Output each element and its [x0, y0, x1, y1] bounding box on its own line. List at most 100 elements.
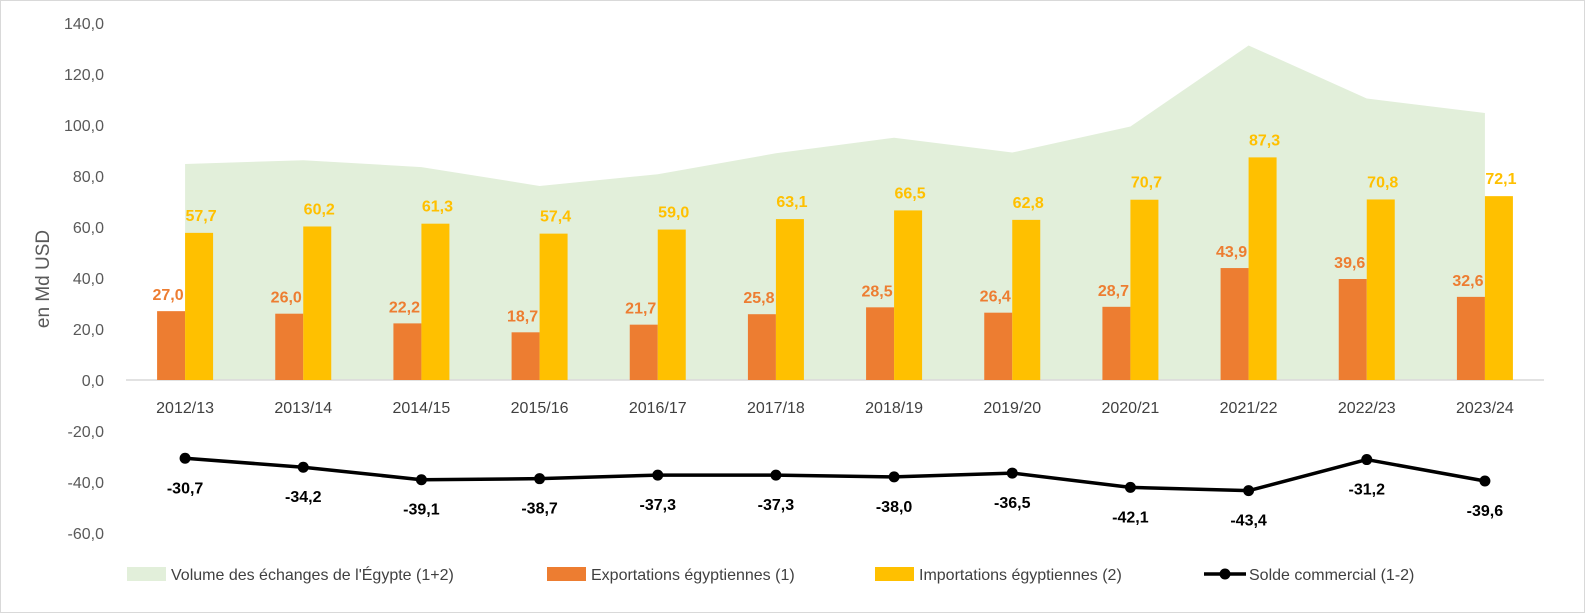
- import-value-label: 63,1: [776, 194, 807, 211]
- export-bar: [275, 313, 304, 380]
- balance-value-label: -38,0: [876, 499, 913, 516]
- import-value-label: 66,5: [895, 185, 926, 202]
- import-bar: [775, 219, 804, 380]
- export-bar: [1220, 268, 1249, 380]
- export-value-label: 25,8: [743, 290, 774, 307]
- axis-layer: 140,0 120,0 100,0 80,0 60,0 40,0 20,0 0,0 -20,0 -…: [64, 16, 1544, 543]
- y-tick-label: 60,0: [73, 220, 104, 237]
- balance-value-label: -37,3: [640, 497, 677, 514]
- export-bar: [511, 332, 540, 380]
- y-tick-label: 40,0: [73, 271, 104, 288]
- y-tick-label: 20,0: [73, 322, 104, 339]
- export-bar: [157, 311, 186, 380]
- import-value-label: 72,1: [1485, 171, 1516, 188]
- export-value-label: 43,9: [1216, 244, 1247, 261]
- legend-volume: Volume des échanges de l'Égypte (1+2): [127, 565, 454, 584]
- x-category-label: 2013/14: [274, 400, 332, 417]
- export-bar: [1456, 296, 1485, 380]
- legend-marker-swatch: [1219, 568, 1231, 580]
- legend: Volume des échanges de l'Égypte (1+2) Exp…: [127, 565, 1414, 584]
- import-bar: [1130, 199, 1159, 380]
- y-tick-label: 120,0: [64, 67, 104, 84]
- export-value-label: 18,7: [507, 308, 538, 325]
- balance-point: [1006, 467, 1018, 479]
- export-bar: [629, 324, 658, 380]
- balance-value-label: -30,7: [167, 480, 204, 497]
- y-tick-label: 100,0: [64, 118, 104, 135]
- import-value-label: 61,3: [422, 199, 453, 216]
- x-category-label: 2016/17: [629, 400, 687, 417]
- import-value-label: 57,7: [186, 208, 217, 225]
- legend-label: Exportations égyptiennes (1): [591, 567, 795, 584]
- balance-value-label: -34,2: [285, 489, 322, 506]
- balance-point: [770, 469, 782, 481]
- x-category-label: 2021/22: [1220, 400, 1278, 417]
- legend-swatch: [127, 567, 166, 581]
- balance-value-label: -31,2: [1349, 482, 1386, 499]
- import-value-label: 60,2: [304, 201, 335, 218]
- export-bar: [1102, 306, 1131, 380]
- balance-point: [1124, 481, 1136, 493]
- import-value-label: 70,7: [1131, 175, 1162, 192]
- balance-point: [652, 469, 664, 481]
- export-bar: [1338, 279, 1367, 380]
- y-tick-label: 140,0: [64, 16, 104, 33]
- export-value-label: 39,6: [1334, 255, 1365, 272]
- x-category-label: 2014/15: [392, 400, 450, 417]
- legend-label: Volume des échanges de l'Égypte (1+2): [171, 565, 454, 584]
- balance-point: [1361, 454, 1373, 466]
- x-category-label: 2019/20: [983, 400, 1041, 417]
- export-value-label: 22,2: [389, 299, 420, 316]
- y-axis-title: en Md USD: [33, 230, 54, 328]
- legend-exports: Exportations égyptiennes (1): [547, 567, 795, 584]
- import-bar: [1484, 196, 1513, 380]
- balance-point: [297, 461, 309, 473]
- y-tick-label: -20,0: [68, 424, 105, 441]
- export-value-label: 28,7: [1098, 283, 1129, 300]
- y-tick-label: -60,0: [68, 526, 105, 543]
- export-bar: [747, 314, 776, 380]
- x-category-label: 2022/23: [1338, 400, 1396, 417]
- legend-imports: Importations égyptiennes (2): [875, 567, 1122, 584]
- balance-value-label: -39,6: [1467, 503, 1504, 520]
- balance-value-label: -36,5: [994, 495, 1031, 512]
- balance-point: [415, 474, 427, 486]
- y-tick-label: -40,0: [68, 475, 105, 492]
- legend-label: Importations égyptiennes (2): [919, 567, 1122, 584]
- x-category-label: 2012/13: [156, 400, 214, 417]
- y-tick-label: 80,0: [73, 169, 104, 186]
- balance-value-label: -43,4: [1230, 513, 1267, 530]
- balance-value-label: -38,7: [521, 501, 558, 518]
- export-value-label: 32,6: [1452, 273, 1483, 290]
- import-bar: [894, 210, 923, 380]
- export-bar: [984, 312, 1013, 380]
- balance-line: [184, 456, 1486, 493]
- balance-point: [1243, 485, 1255, 497]
- balance-value-label: -39,1: [403, 502, 440, 519]
- import-bar: [303, 226, 332, 380]
- import-value-label: 87,3: [1249, 132, 1280, 149]
- balance-point: [1479, 475, 1491, 487]
- import-bar: [1248, 157, 1277, 380]
- import-bar: [539, 233, 568, 380]
- export-value-label: 27,0: [153, 287, 184, 304]
- export-value-label: 21,7: [625, 301, 656, 318]
- import-value-label: 62,8: [1013, 195, 1044, 212]
- balance-line-layer: [179, 452, 1491, 497]
- export-bar: [393, 323, 422, 380]
- balance-value-label: -42,1: [1112, 509, 1149, 526]
- balance-point: [534, 473, 546, 485]
- y-tick-label: 0,0: [82, 373, 104, 390]
- legend-label: Solde commercial (1-2): [1249, 567, 1414, 584]
- x-category-label: 2018/19: [865, 400, 923, 417]
- legend-swatch: [875, 567, 914, 581]
- import-bar: [1012, 219, 1041, 380]
- import-value-label: 70,8: [1367, 174, 1398, 191]
- balance-point: [179, 452, 191, 464]
- import-value-label: 57,4: [540, 209, 571, 226]
- import-bar: [185, 232, 214, 380]
- export-value-label: 28,5: [862, 283, 893, 300]
- legend-balance: Solde commercial (1-2): [1204, 567, 1414, 584]
